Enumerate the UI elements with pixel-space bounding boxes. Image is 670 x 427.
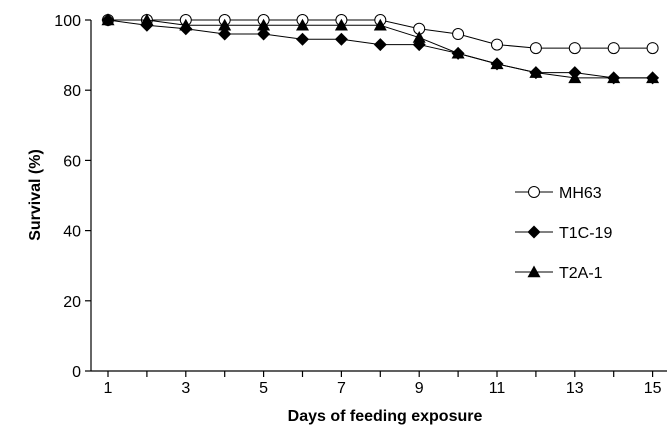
data-point [218,27,232,41]
x-tick-label: 3 [181,380,190,397]
data-point [451,46,465,59]
data-point [646,42,659,55]
data-point [334,18,348,31]
legend-label: T1C-19 [559,225,612,242]
data-point [296,32,309,46]
x-axis-title: Days of feeding exposure [288,408,483,425]
x-tick-label: 1 [104,380,113,397]
series-layer [101,13,660,85]
x-tick-label: 7 [337,380,346,397]
legend-entry: T2A-1 [515,265,603,282]
data-point [607,71,621,84]
data-point [257,18,271,31]
data-point [373,18,387,31]
legend-entry: T1C-19 [515,225,612,242]
y-tick-label: 100 [54,13,81,30]
y-tick-label: 40 [63,224,81,241]
legend-label: T2A-1 [559,265,603,282]
legend-entry: MH63 [515,185,602,202]
data-point [218,18,232,31]
data-point [452,28,465,41]
x-tick-label: 9 [415,380,424,397]
data-point [334,32,348,46]
y-tick-label: 60 [63,153,81,170]
data-point [491,38,503,51]
series-t2a-1 [101,13,660,84]
x-tick-label: 13 [566,380,584,397]
axes [90,20,667,372]
y-tick-label: 20 [63,294,81,311]
data-point [568,71,582,84]
data-point [373,38,387,52]
legend-marker [527,265,541,278]
x-tick-label: 15 [644,380,662,397]
legend-label: MH63 [559,185,602,202]
y-tick-label: 0 [72,364,81,381]
data-point [140,13,154,26]
legend-marker [528,186,540,198]
x-tick-label: 11 [489,380,506,397]
y-tick-label: 80 [63,83,81,100]
data-point [607,42,620,55]
data-point [412,31,426,43]
data-point [568,42,581,55]
data-point [257,27,271,41]
data-point [529,42,542,55]
data-point [646,71,660,84]
data-point [296,18,309,31]
data-point [490,57,504,70]
legend-marker [527,225,541,239]
y-axis-title: Survival (%) [27,149,44,241]
data-point [529,66,543,78]
legend: MH63 T1C-19 T2A-1 [515,185,612,282]
x-tick-label: 5 [259,380,268,397]
data-point [179,18,193,31]
data-point [101,13,115,26]
